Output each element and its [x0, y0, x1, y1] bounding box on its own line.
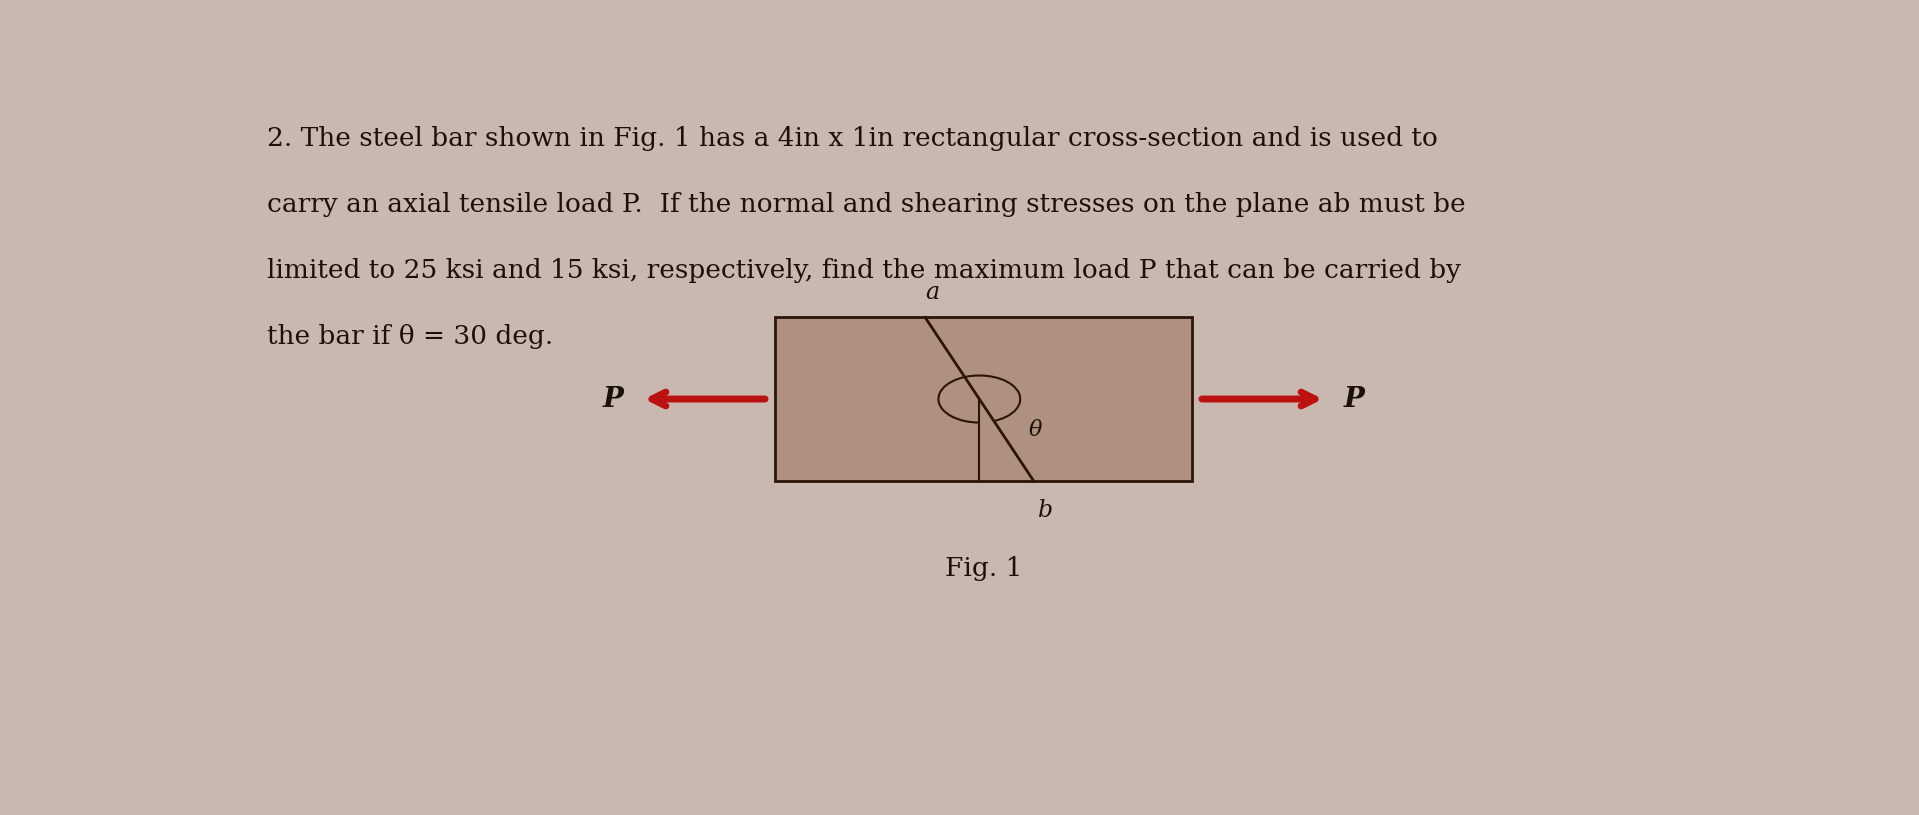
Text: a: a	[925, 280, 940, 304]
Text: θ: θ	[1029, 420, 1042, 442]
Text: 2. The steel bar shown in Fig. 1 has a 4in x 1in rectangular cross-section and i: 2. The steel bar shown in Fig. 1 has a 4…	[267, 126, 1437, 151]
Text: the bar if θ = 30 deg.: the bar if θ = 30 deg.	[267, 324, 553, 349]
Text: P: P	[1343, 385, 1364, 412]
Text: limited to 25 ksi and 15 ksi, respectively, find the maximum load P that can be : limited to 25 ksi and 15 ksi, respective…	[267, 258, 1460, 283]
Text: b: b	[1038, 500, 1054, 522]
Text: P: P	[603, 385, 624, 412]
Bar	[775, 317, 1192, 481]
Text: Fig. 1: Fig. 1	[944, 556, 1023, 581]
Text: carry an axial tensile load P.  If the normal and shearing stresses on the plane: carry an axial tensile load P. If the no…	[267, 192, 1466, 217]
